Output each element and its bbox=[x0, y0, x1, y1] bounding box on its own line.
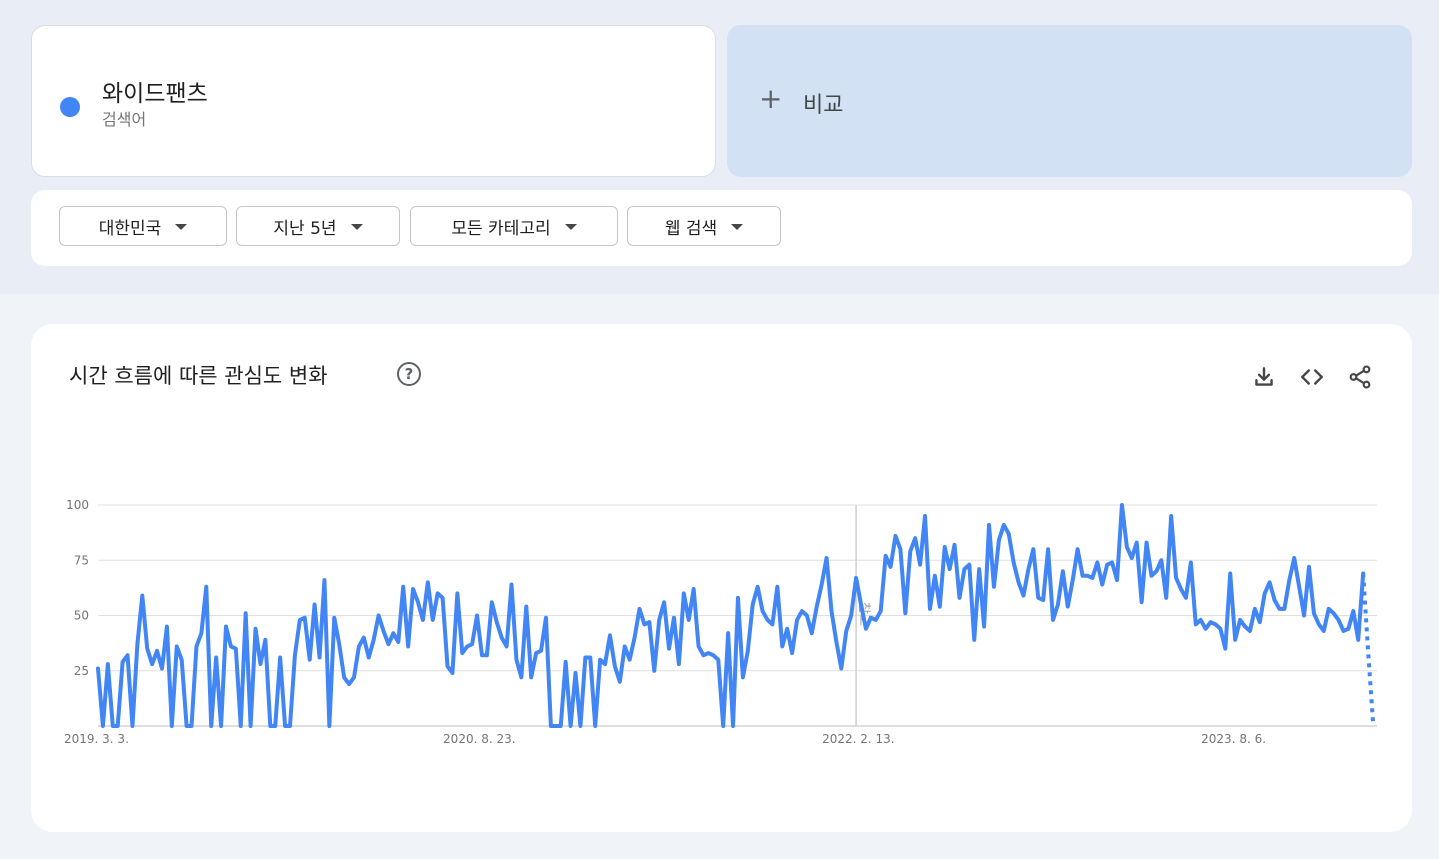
filter-bar: 대한민국 지난 5년 모든 카테고리 웹 검색 bbox=[31, 190, 1412, 266]
search-term-type: 검색어 bbox=[102, 110, 147, 129]
y-tick-label: 100 bbox=[66, 498, 89, 512]
caret-down-icon bbox=[564, 224, 577, 230]
x-tick-label: 2019. 3. 3. bbox=[64, 732, 129, 746]
x-tick-label: 2023. 8. 6. bbox=[1201, 732, 1266, 746]
help-circle-icon[interactable]: ? bbox=[397, 362, 421, 386]
time-range-filter-label: 지난 5년 bbox=[273, 218, 337, 239]
series-line-partial[interactable] bbox=[1361, 573, 1375, 722]
series-line[interactable] bbox=[96, 503, 1366, 728]
interest-over-time-card: 시간 흐름에 따른 관심도 변화 ? bbox=[31, 324, 1412, 832]
caret-down-icon bbox=[350, 224, 363, 230]
y-tick-label: 75 bbox=[74, 553, 89, 567]
x-tick-label: 2020. 8. 23. bbox=[443, 732, 516, 746]
chart-title: 시간 흐름에 따른 관심도 변화 bbox=[69, 364, 328, 388]
y-tick-label: 50 bbox=[74, 609, 89, 623]
term-color-dot bbox=[60, 97, 80, 117]
region-filter-label: 대한민국 bbox=[98, 218, 162, 239]
compare-button[interactable]: + 비교 bbox=[727, 25, 1412, 177]
time-range-filter-dropdown[interactable]: 지난 5년 bbox=[236, 206, 400, 246]
search-term-name[interactable]: 와이드팬츠 bbox=[102, 81, 208, 107]
x-axis-ticks: 2019. 3. 3. 2020. 8. 23. 2022. 2. 13. 2023.… bbox=[64, 732, 1266, 746]
region-filter-dropdown[interactable]: 대한민국 bbox=[59, 206, 227, 246]
embed-code-icon[interactable] bbox=[1299, 364, 1325, 390]
caret-down-icon bbox=[731, 224, 744, 230]
compare-label: 비교 bbox=[803, 93, 844, 118]
search-type-filter-label: 웹 검색 bbox=[664, 218, 718, 239]
series-layer bbox=[96, 503, 1375, 728]
search-term-card[interactable]: 와이드팬츠 검색어 bbox=[31, 25, 716, 177]
y-tick-label: 25 bbox=[74, 664, 89, 678]
chart-gridlines bbox=[98, 504, 1377, 727]
download-icon[interactable] bbox=[1251, 364, 1277, 390]
caret-down-icon bbox=[175, 224, 188, 230]
category-filter-dropdown[interactable]: 모든 카테고리 bbox=[410, 206, 618, 246]
y-axis-ticks: 100 75 50 25 bbox=[66, 498, 89, 678]
search-type-filter-dropdown[interactable]: 웹 검색 bbox=[627, 206, 781, 246]
share-icon[interactable] bbox=[1347, 364, 1373, 390]
plus-icon: + bbox=[759, 82, 783, 115]
x-tick-label: 2022. 2. 13. bbox=[822, 732, 895, 746]
category-filter-label: 모든 카테고리 bbox=[451, 218, 551, 239]
